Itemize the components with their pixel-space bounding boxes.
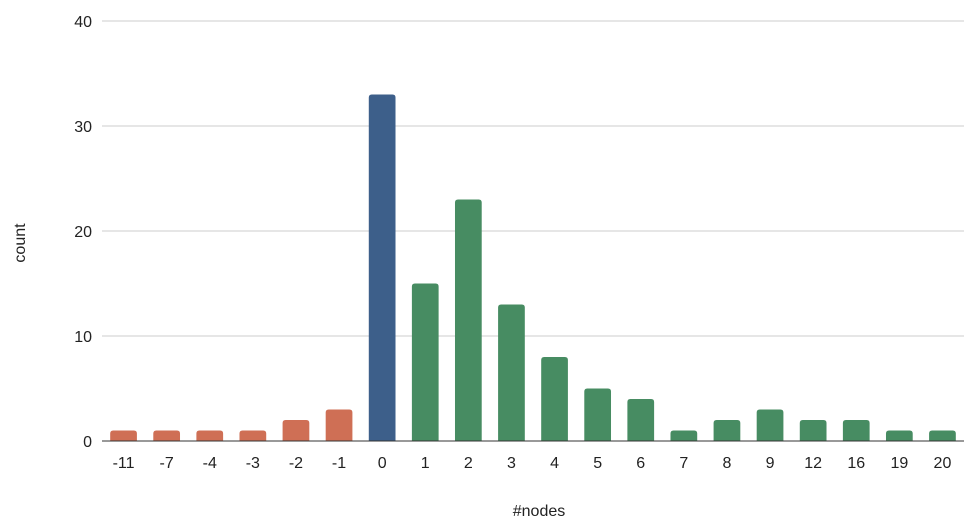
x-tick-label: 5 [593,455,602,472]
y-tick-label: 10 [74,329,92,346]
y-tick-label: 0 [83,434,92,451]
x-tick-label: 19 [890,455,908,472]
bar [368,94,396,441]
bar [584,388,612,441]
bar [541,357,568,441]
x-tick-label: 6 [636,455,645,472]
bar [196,430,224,441]
bar [842,420,870,441]
bar [713,420,741,441]
x-tick-label: 1 [421,455,430,472]
gridlines [102,20,964,337]
x-tick-label: 9 [766,455,775,472]
y-tick-label: 20 [74,224,92,241]
y-axis-title: count [12,223,29,263]
bar [670,430,698,441]
x-tick-label: 16 [847,455,865,472]
y-tick-label: 40 [74,14,92,31]
x-tick-label: -1 [332,455,346,472]
x-tick-label: 8 [722,455,731,472]
bar [411,283,439,441]
bar [799,420,827,441]
x-tick-label: 12 [804,455,822,472]
bar [325,409,353,441]
bar [498,304,525,441]
y-tick-label: 30 [74,119,92,136]
x-tick-label: 2 [464,455,473,472]
bars [110,94,956,441]
x-tick-label: 0 [378,455,387,472]
x-tick-label: -11 [113,455,135,472]
x-tick-label: -2 [289,455,303,472]
bar [454,199,482,441]
bar [110,430,137,441]
x-axis-title: #nodes [513,503,566,520]
x-tick-label: -3 [246,455,260,472]
y-axis-ticks: 0 10 20 30 40 [74,14,92,451]
x-tick-label: 3 [507,455,516,472]
bar [756,409,784,441]
bar [627,399,655,441]
bar [153,430,181,441]
bar [929,430,956,441]
x-tick-label: -7 [160,455,174,472]
bar [239,430,267,441]
x-tick-label: 20 [934,455,952,472]
bar [282,420,310,441]
x-tick-label: -4 [203,455,217,472]
x-tick-label: 4 [550,455,559,472]
x-tick-label: 7 [679,455,688,472]
x-axis-ticks: -11 -7 -4 -3 -2 -1 0 1 2 3 4 5 6 7 8 9 12 16 19 20 [113,455,952,472]
bar [885,430,913,441]
